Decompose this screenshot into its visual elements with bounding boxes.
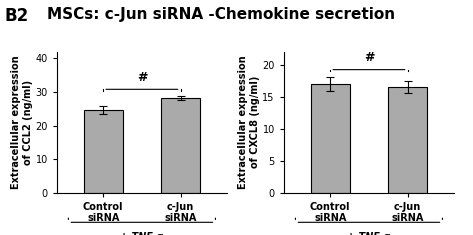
Text: + TNF-α: + TNF-α (347, 232, 391, 235)
Text: + TNF-α: + TNF-α (120, 232, 164, 235)
Bar (311, 84, 350, 193)
Bar (161, 98, 200, 193)
Text: #: # (137, 71, 147, 84)
Bar (84, 110, 123, 193)
Text: MSCs: c-Jun siRNA -Chemokine secretion: MSCs: c-Jun siRNA -Chemokine secretion (47, 7, 395, 22)
Y-axis label: Extracellular expression
of CCL2 (ng/ml): Extracellular expression of CCL2 (ng/ml) (11, 55, 33, 189)
Text: #: # (364, 51, 374, 64)
Y-axis label: Extracellular expression
of CXCL8 (ng/ml): Extracellular expression of CXCL8 (ng/ml… (238, 55, 260, 189)
Bar (388, 87, 427, 193)
Text: B2: B2 (5, 7, 29, 25)
